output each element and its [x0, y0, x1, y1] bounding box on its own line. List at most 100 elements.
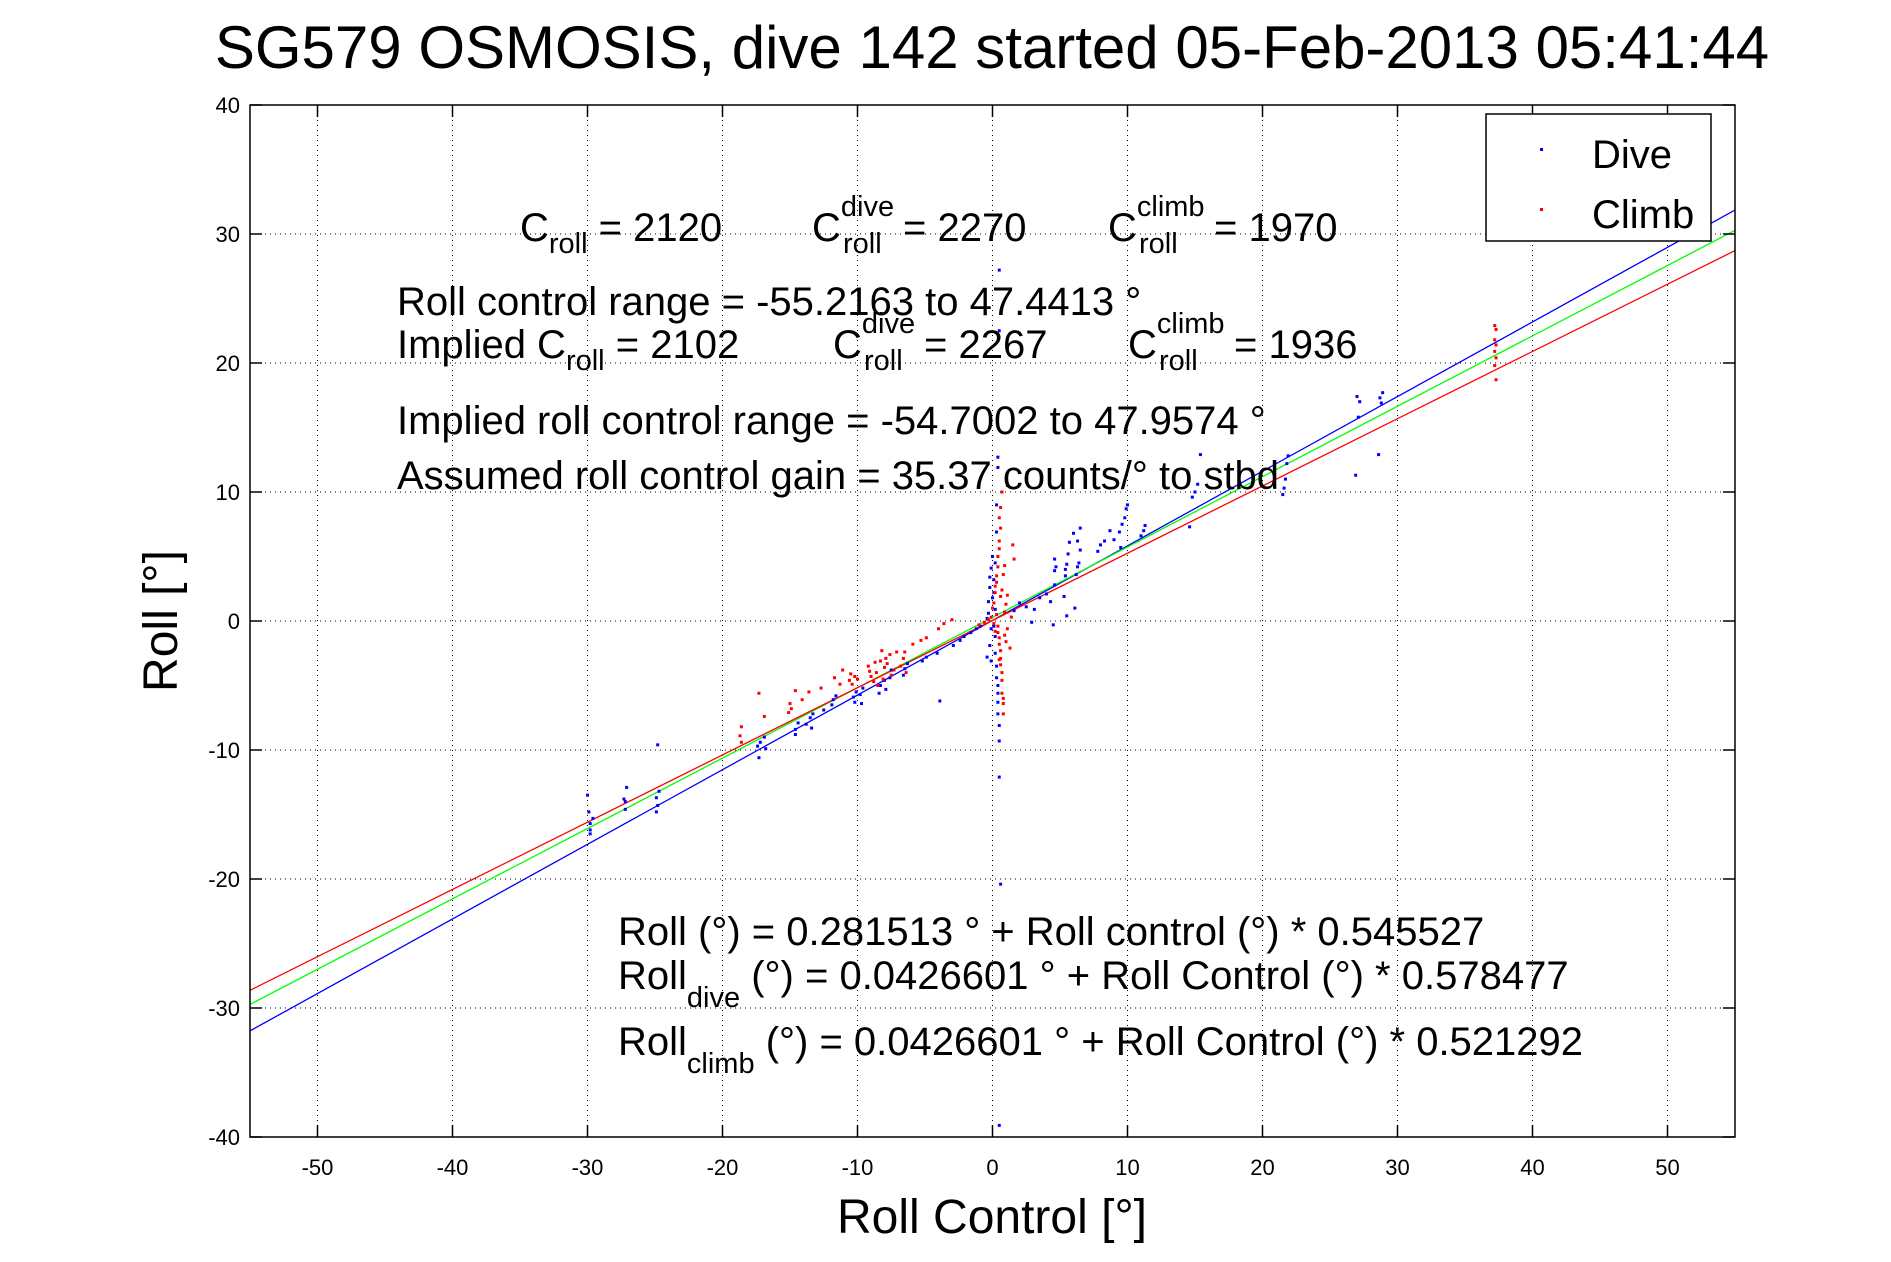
- legend-marker-climb: [1540, 208, 1543, 211]
- climb-point: [991, 606, 994, 610]
- x-axis-label: Roll Control [°]: [837, 1191, 1147, 1244]
- dive-point: [997, 775, 1001, 779]
- climb-point: [996, 624, 1000, 628]
- climb-point: [996, 631, 1000, 635]
- dive-point: [986, 600, 990, 604]
- dive-point: [991, 555, 994, 558]
- dive-point: [993, 561, 997, 565]
- chart-title: SG579 OSMOSIS, dive 142 started 05-Feb-2…: [215, 14, 1769, 81]
- annotation-c-roll-climb-sub: roll: [1139, 228, 1178, 260]
- dive-point: [1065, 614, 1069, 618]
- dive-point: [811, 712, 815, 716]
- dive-point: [1120, 522, 1124, 526]
- annotation-c-roll-dive: Cdive: [812, 191, 894, 250]
- dive-point: [1108, 529, 1112, 533]
- dive-point: [1076, 539, 1080, 543]
- dive-point: [995, 664, 999, 668]
- climb-point: [739, 725, 743, 729]
- climb-point: [996, 555, 1000, 558]
- climb-point: [850, 682, 854, 686]
- dive-point: [1066, 552, 1070, 556]
- dive-point: [1024, 605, 1028, 609]
- dive-point: [1358, 400, 1362, 404]
- climb-point: [874, 671, 878, 675]
- dive-point: [656, 803, 660, 807]
- dive-point: [958, 638, 962, 642]
- climb-point: [838, 682, 842, 686]
- dive-point: [996, 691, 1000, 695]
- legend-marker-dive: [1540, 148, 1543, 151]
- climb-point: [982, 620, 986, 624]
- climb-point: [1003, 564, 1007, 568]
- dive-point: [1283, 477, 1287, 481]
- climb-point: [999, 663, 1003, 667]
- climb-point: [950, 618, 954, 622]
- climb-point: [1004, 602, 1008, 606]
- dive-point: [796, 721, 800, 725]
- dive-point: [810, 726, 814, 730]
- dive-point: [756, 744, 760, 748]
- annotation-fit-climb: Rollclimb (°) = 0.0426601 ° + Roll Contr…: [618, 1020, 1583, 1080]
- dive-point: [793, 733, 797, 737]
- climb-point: [993, 584, 997, 588]
- climb-point: [849, 672, 853, 676]
- x-tick-label: -30: [572, 1155, 604, 1180]
- dive-point: [1077, 561, 1081, 565]
- climb-point: [1005, 593, 1009, 597]
- climb-point: [868, 669, 872, 673]
- legend-label-climb: Climb: [1592, 193, 1694, 237]
- dive-point: [591, 816, 595, 820]
- dive-point: [985, 655, 989, 659]
- dive-point: [993, 651, 997, 655]
- dive-point: [762, 735, 766, 739]
- dive-point: [905, 662, 909, 666]
- dive-point: [1062, 594, 1066, 598]
- dive-point: [588, 832, 592, 836]
- dive-point: [764, 747, 768, 751]
- annotation-gain: Assumed roll control gain = 35.37 counts…: [397, 454, 1279, 498]
- climb-point: [833, 676, 837, 680]
- climb-point: [739, 740, 743, 744]
- dive-point: [1139, 534, 1143, 538]
- dive-point: [1074, 573, 1078, 577]
- climb-point: [1001, 702, 1005, 706]
- dive-point: [1045, 592, 1048, 596]
- climb-point: [997, 547, 1001, 551]
- y-tick-label: -40: [208, 1125, 240, 1150]
- dive-point: [1032, 607, 1036, 611]
- dive-point: [804, 722, 808, 726]
- dive-point: [995, 530, 999, 534]
- climb-point: [992, 601, 996, 605]
- dive-point: [1124, 507, 1128, 511]
- climb-point: [1494, 378, 1498, 382]
- climb-point: [989, 615, 993, 619]
- climb-point: [901, 656, 905, 660]
- dive-point: [834, 694, 838, 698]
- dive-point: [1063, 567, 1067, 571]
- climb-point: [1000, 678, 1004, 682]
- y-axis-label: Roll [°]: [135, 550, 188, 692]
- dive-point: [860, 702, 864, 706]
- climb-point: [942, 622, 946, 626]
- climb-point: [986, 618, 990, 622]
- dive-point: [1018, 601, 1021, 605]
- dive-point: [1078, 526, 1082, 530]
- climb-point: [999, 649, 1003, 653]
- climb-point: [876, 684, 880, 687]
- dive-point: [997, 739, 1001, 743]
- dive-point: [997, 723, 1001, 727]
- dive-point: [1063, 574, 1067, 578]
- x-tick-label: -20: [707, 1155, 739, 1180]
- climb-point: [883, 665, 886, 669]
- dive-point: [995, 676, 999, 680]
- dive-point: [1117, 530, 1121, 534]
- climb-point: [1494, 356, 1498, 360]
- climb-point: [1001, 573, 1005, 577]
- dive-point: [988, 575, 992, 579]
- climb-point: [997, 539, 1001, 543]
- dive-point: [657, 789, 661, 793]
- climb-point: [738, 734, 742, 738]
- dive-point: [757, 756, 761, 760]
- climb-point: [789, 707, 793, 711]
